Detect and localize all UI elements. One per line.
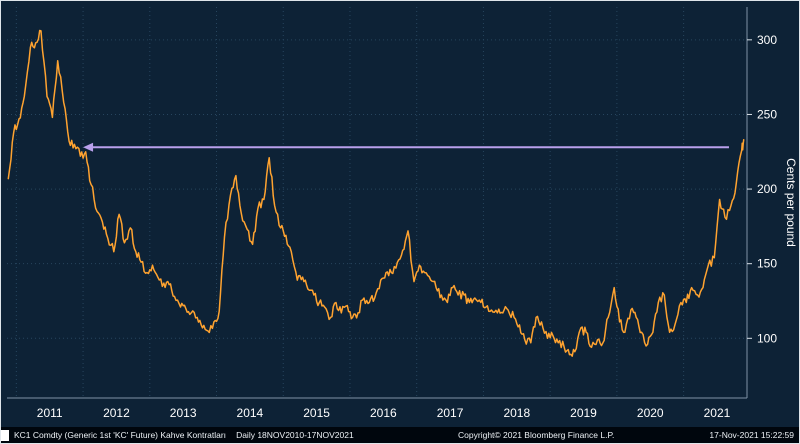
x-tick-label: 2021 [704,406,731,420]
footer-instrument: KC1 Comdty (Generic 1st 'KC' Future) Kah… [14,430,227,440]
x-tick-label: 2013 [170,406,197,420]
x-tick-label: 2016 [370,406,397,420]
y-tick-label: 100 [757,331,777,345]
price-chart-canvas[interactable]: 100 150 200 250 300 2011 2012 2013 2014 2015 2016 2… [1,1,800,429]
footer-timestamp: 17-Nov-2021 15:22:59 [709,430,794,440]
price-line-series [7,29,745,357]
footer-corner-marker [1,429,9,441]
footer-bar: KC1 Comdty (Generic 1st 'KC' Future) Kah… [1,427,799,443]
y-tick-label: 300 [757,33,777,47]
footer-copyright: Copyright© 2021 Bloomberg Finance L.P. [458,430,615,440]
y-axis-title: Cents per pound [784,158,798,247]
level-arrow-head [83,142,94,152]
x-tick-label: 2012 [103,406,130,420]
y-tick-label: 250 [757,107,777,121]
x-tick-label: 2018 [503,406,530,420]
footer-range: Daily 18NOV2010-17NOV2021 [236,430,354,440]
x-tick-label: 2011 [37,406,63,420]
x-tick-label: 2019 [570,406,597,420]
x-tick-label: 2020 [637,406,664,420]
x-tick-label: 2015 [303,406,330,420]
x-tick-label: 2014 [237,406,264,420]
y-tick-label: 200 [757,182,777,196]
y-tick-label: 150 [757,257,777,271]
x-tick-label: 2017 [437,406,464,420]
